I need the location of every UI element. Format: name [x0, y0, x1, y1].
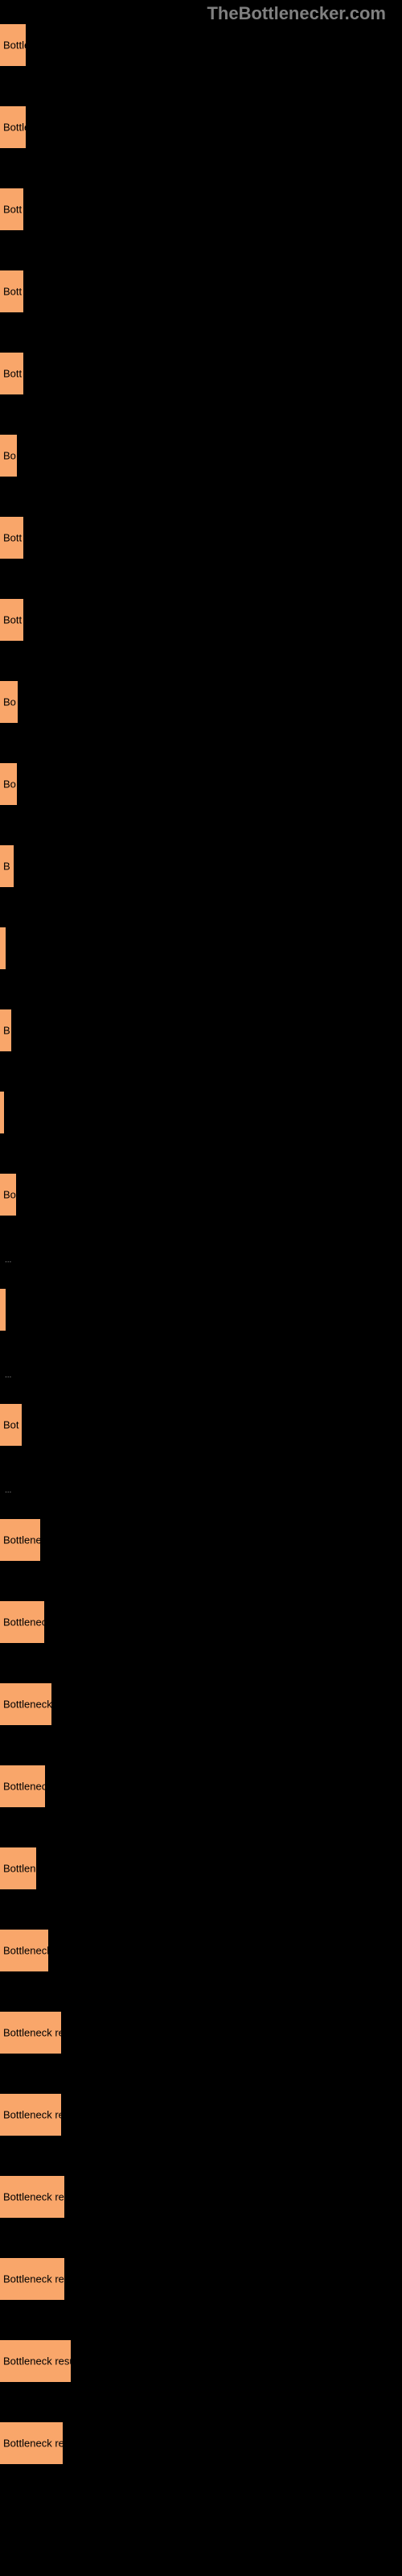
bar-row: Bott: [0, 599, 402, 641]
bar-label: Bott: [3, 532, 22, 544]
note-text: ...: [5, 1256, 402, 1265]
bar: Bott: [0, 517, 23, 559]
bar: Bottleneck: [0, 1683, 51, 1725]
bar-row: Bottlenec: [0, 1765, 402, 1807]
bar-row: Bott: [0, 188, 402, 230]
bar-row: Bottleneck: [0, 1683, 402, 1725]
bar-label: Bottlenec: [3, 1781, 45, 1793]
bar: B: [0, 845, 14, 887]
bar: Bott: [0, 188, 23, 230]
bar-label: B: [3, 861, 10, 873]
bar-label: Bo: [3, 1189, 16, 1201]
bar-row: B: [0, 845, 402, 887]
bar-row: Bottleneck re: [0, 2094, 402, 2136]
bar-row: Bottleneck: [0, 1930, 402, 1971]
bar: Bottlenec: [0, 1765, 45, 1807]
bar-row: Bott: [0, 517, 402, 559]
bar: Bott: [0, 599, 23, 641]
note-text: ...: [5, 1371, 402, 1380]
bar-label: Bottleneck re: [3, 2027, 61, 2039]
bar: Bottleneck res: [0, 2258, 64, 2300]
bar-label: Bottlen: [3, 1863, 35, 1875]
bar-label: Bottlene: [3, 1534, 40, 1546]
bar: Bottle: [0, 106, 26, 148]
bar: [0, 1289, 6, 1331]
bar: [0, 927, 6, 969]
bar-label: Bottleneck resu: [3, 2355, 71, 2368]
bar-row: [0, 1289, 402, 1331]
bar: Bo: [0, 1174, 16, 1216]
bar: Bottlene: [0, 1519, 40, 1561]
bar: Bottle: [0, 24, 26, 66]
bar-row: Bottleneck re: [0, 2422, 402, 2464]
bar-label: Bot: [3, 1419, 19, 1431]
bar: Bottleneck re: [0, 2012, 61, 2054]
bar-row: Bottlen: [0, 1847, 402, 1889]
bar: Bo: [0, 435, 17, 477]
bar-row: [0, 1092, 402, 1133]
bar: Bot: [0, 1404, 22, 1446]
bar-label: Bottle: [3, 39, 26, 52]
bar-row: Bot: [0, 1404, 402, 1446]
bar-row: Bottle: [0, 106, 402, 148]
bar-row: Bott: [0, 353, 402, 394]
bar-row: Bottleneck re: [0, 2012, 402, 2054]
bar-row: Bottlenec: [0, 1601, 402, 1643]
bar: Bottleneck re: [0, 2422, 63, 2464]
bar-label: Bottleneck res: [3, 2273, 64, 2285]
bar-row: Bottleneck resu: [0, 2340, 402, 2382]
bar: B: [0, 1009, 11, 1051]
bar: Bottlenec: [0, 1601, 44, 1643]
bar-label: Bottlenec: [3, 1616, 44, 1629]
bar-label: Bottleneck re: [3, 2438, 63, 2450]
bar: Bott: [0, 270, 23, 312]
bar-label: Bo: [3, 778, 16, 791]
bar-row: Bottlene: [0, 1519, 402, 1561]
bar: Bottleneck res: [0, 2176, 64, 2218]
bar-row: Bott: [0, 270, 402, 312]
bar-row: Bo: [0, 681, 402, 723]
bar: Bo: [0, 681, 18, 723]
bar-label: Bottleneck re: [3, 2109, 61, 2121]
bar-label: Bott: [3, 204, 22, 216]
bar: Bottleneck re: [0, 2094, 61, 2136]
bar-label: Bo: [3, 696, 16, 708]
bar: Bo: [0, 763, 17, 805]
bar-label: Bottleneck: [3, 1699, 51, 1711]
bar-row: Bo: [0, 763, 402, 805]
bar-chart: Bottle Bottle Bott Bott Bott Bo Bott Bott Bo Bo B B…: [0, 0, 402, 2529]
bar: Bottleneck resu: [0, 2340, 71, 2382]
bar: Bottleneck: [0, 1930, 48, 1971]
bar-row: [0, 927, 402, 969]
bar: Bottlen: [0, 1847, 36, 1889]
bar: Bott: [0, 353, 23, 394]
bar-label: Bo: [3, 450, 16, 462]
bar-label: Bottleneck: [3, 1945, 48, 1957]
bar-row: Bottleneck res: [0, 2176, 402, 2218]
note-text: ...: [5, 1486, 402, 1495]
bar-row: Bo: [0, 1174, 402, 1216]
bar-label: Bott: [3, 286, 22, 298]
bar-row: B: [0, 1009, 402, 1051]
bar-row: Bottle: [0, 24, 402, 66]
bar-label: B: [3, 1025, 10, 1037]
bar-label: Bott: [3, 614, 22, 626]
bar: [0, 1092, 4, 1133]
bar-label: Bottleneck res: [3, 2191, 64, 2203]
bar-label: Bott: [3, 368, 22, 380]
bar-row: Bo: [0, 435, 402, 477]
bar-row: Bottleneck res: [0, 2258, 402, 2300]
bar-label: Bottle: [3, 122, 26, 134]
